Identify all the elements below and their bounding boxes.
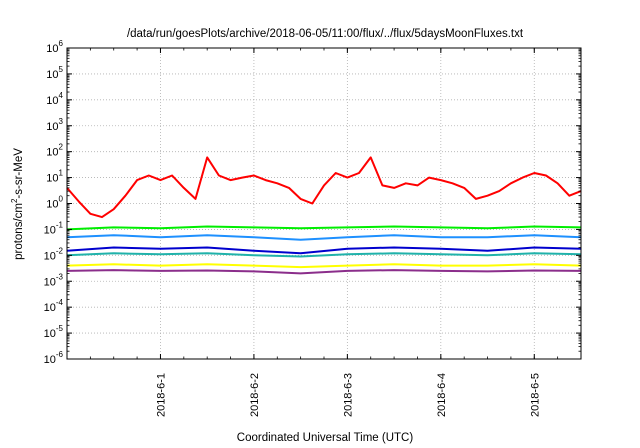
y-axis-label-post: -s-sr-MeV — [13, 148, 25, 199]
x-tick-label: 2018-6-1 — [155, 373, 167, 417]
series-line-5 — [66, 252, 582, 258]
series-layer — [66, 156, 582, 275]
y-tick-label: 106 — [46, 39, 63, 55]
plot-frame — [66, 47, 582, 360]
y-tick-label: 103 — [46, 117, 63, 133]
series-line-1 — [66, 156, 582, 219]
y-tick-label: 10-2 — [44, 246, 64, 262]
grid-lines — [67, 48, 581, 359]
x-tick-labels: 2018-6-1 2018-6-2 2018-6-3 2018-6-4 2018-6-5 — [155, 373, 541, 417]
y-tick-label: 102 — [46, 143, 63, 159]
series-line-2 — [66, 225, 582, 231]
y-tick-label: 10-1 — [44, 220, 64, 236]
y-tick-label: 10-4 — [44, 298, 64, 314]
x-tick-label: 2018-6-5 — [529, 373, 541, 417]
x-tick-label: 2018-6-2 — [249, 373, 261, 417]
series-line-7 — [66, 269, 582, 275]
y-axis-label-pre: protons/cm — [13, 203, 25, 260]
series-line-4 — [66, 246, 582, 255]
y-tick-label: 10-5 — [44, 324, 64, 340]
series-line-6 — [66, 263, 582, 269]
y-tick-label: 101 — [46, 169, 63, 185]
y-tick-label: 105 — [46, 65, 63, 81]
y-tick-label: 100 — [46, 195, 63, 211]
y-tick-label: 10-6 — [44, 350, 64, 366]
x-tick-label: 2018-6-3 — [342, 373, 354, 417]
x-tick-label: 2018-6-4 — [436, 373, 448, 417]
x-axis-label: Coordinated Universal Time (UTC) — [237, 432, 414, 444]
y-tick-label: 104 — [46, 91, 63, 107]
y-axis-label-sup: 2 — [10, 198, 19, 203]
y-tick-label: 10-3 — [44, 272, 64, 288]
y-axis-label: protons/cm2-s-sr-MeV — [10, 148, 25, 260]
y-tick-labels: 10-6 10-5 10-4 10-3 10-2 10-1 100 101 102 103 104 1… — [44, 39, 64, 366]
axis-ticks — [66, 47, 582, 360]
chart-title: /data/run/goesPlots/archive/2018-06-05/1… — [127, 28, 524, 40]
series-line-3 — [66, 234, 582, 241]
